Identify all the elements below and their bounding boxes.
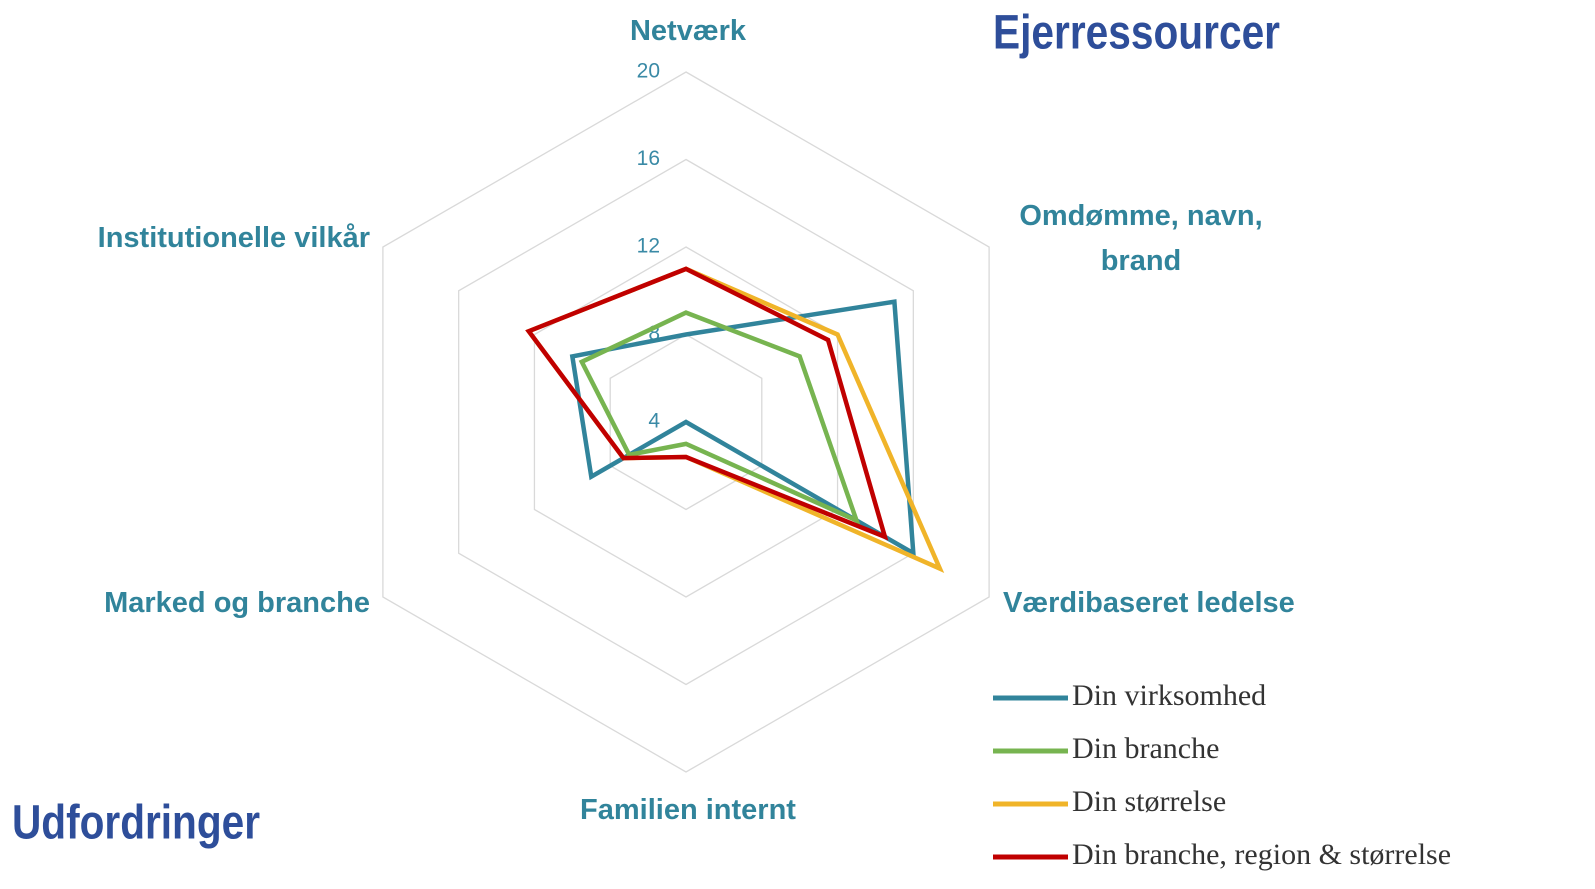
series-line: [525, 266, 945, 573]
grid-ring: [609, 333, 763, 511]
annotation: Udfordringer: [12, 797, 260, 850]
legend-label: Din branche: [1072, 732, 1219, 765]
tick-label: 4: [648, 410, 660, 433]
series-line: [578, 310, 861, 525]
legend-label: Din virksomhed: [1072, 679, 1266, 712]
tick-label: 8: [648, 322, 660, 345]
grid-ring: [458, 158, 914, 686]
series-line: [525, 266, 889, 541]
category-label: Familien internt: [580, 794, 796, 826]
category-label: Marked og branche: [104, 587, 370, 619]
category-label: Netværk: [629, 15, 747, 47]
annotation: Ejerressourcer: [993, 7, 1280, 60]
legend-label: Din branche, region & størrelse: [1072, 838, 1451, 871]
category-label: Omdømme, navn, brand: [1019, 200, 1263, 277]
tick-label: 12: [637, 235, 660, 258]
legend-label: Din størrelse: [1072, 785, 1226, 818]
category-label: Værdibaseret ledelse: [1003, 587, 1295, 619]
tick-label: 20: [637, 60, 660, 83]
tick-label: 16: [637, 147, 660, 170]
series-line: [569, 299, 916, 558]
category-label: Institutionelle vilkår: [97, 222, 370, 254]
grid-ring: [382, 71, 990, 773]
